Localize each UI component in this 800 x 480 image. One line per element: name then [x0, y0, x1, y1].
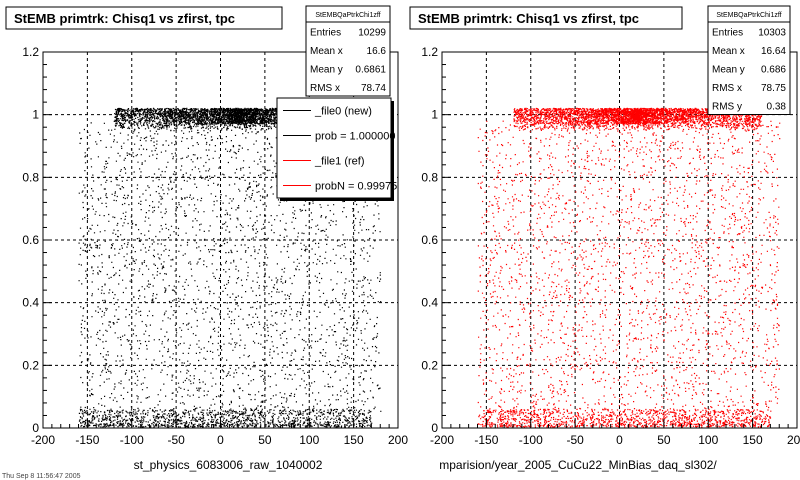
stats-label: Mean x [310, 46, 343, 57]
x-tick-label: -150 [474, 433, 498, 447]
stats-box: StEMBQaPtrkChi1zff Entries 10303 Mean x 16.6… [707, 5, 791, 115]
stats-label: Mean y [712, 64, 745, 75]
axis-ticks: -200 -150 -100 -50 0 50 100 150 200 0 0.2 0.4 0.6 0.8… [22, 45, 408, 447]
x-tick-label: -200 [31, 433, 55, 447]
x-tick-label: -200 [430, 433, 454, 447]
stats-title: StEMBQaPtrkChi1zff [315, 12, 380, 19]
stats-value: 16.6 [367, 46, 387, 57]
stats-label: Entries [310, 27, 341, 38]
y-tick-label: 0.6 [421, 233, 438, 247]
y-tick-label: 0.8 [22, 170, 39, 184]
stats-label: RMS x [310, 83, 340, 94]
stats-value: 78.75 [761, 83, 786, 94]
x-tick-label: 0 [217, 433, 224, 447]
x-tick-label: 200 [388, 433, 408, 447]
x-tick-label: -150 [75, 433, 99, 447]
chart-title: StEMB primtrk: Chisq1 vs zfirst, tpc [14, 11, 235, 26]
y-tick-label: 1.2 [22, 45, 39, 59]
x-axis-label: mparision/year_2005_CuCu22_MinBias_daq_s… [439, 458, 717, 472]
stats-value: 16.64 [761, 46, 786, 57]
x-tick-label: -100 [519, 433, 543, 447]
y-tick-label: 1 [431, 108, 438, 122]
left-panel: -200 -150 -100 -50 0 50 100 150 200 0 0.2 0.4 0.6 0.8… [5, 5, 408, 472]
y-tick-label: 0.2 [421, 358, 438, 372]
y-tick-label: 0.2 [22, 358, 39, 372]
y-tick-label: 0 [32, 421, 39, 435]
stats-value: 0.6861 [355, 64, 386, 75]
legend-label: probN = 0.99975 [315, 181, 397, 193]
x-tick-label: -50 [167, 433, 185, 447]
stats-frame [707, 5, 791, 115]
legend-label: _file1 (ref) [314, 156, 365, 168]
x-tick-label: -50 [566, 433, 584, 447]
x-tick-label: -100 [120, 433, 144, 447]
chart-title: StEMB primtrk: Chisq1 vs zfirst, tpc [418, 11, 639, 26]
stats-box: StEMBQaPtrkChi1zff Entries 10299 Mean x 16.6… [305, 5, 391, 97]
legend-label: prob = 1.000000 [315, 131, 395, 143]
stats-label: Entries [712, 27, 743, 38]
x-tick-label: 150 [344, 433, 364, 447]
legend-frame [276, 97, 392, 199]
axis-ticks: -200 -150 -100 -50 0 50 100 150 200 0 0.2 0.4 0.6 0.8… [421, 45, 800, 447]
x-tick-label: 100 [299, 433, 319, 447]
x-tick-label: 150 [743, 433, 763, 447]
stats-value: 10303 [758, 27, 786, 38]
x-tick-label: 50 [258, 433, 272, 447]
y-tick-label: 0 [431, 421, 438, 435]
y-tick-label: 0.6 [22, 233, 39, 247]
stats-value: 78.74 [361, 83, 386, 94]
title-box [5, 6, 283, 30]
y-tick-label: 0.4 [22, 296, 39, 310]
right-panel: -200 -150 -100 -50 0 50 100 150 200 0 0.2 0.4 0.6 0.8… [409, 5, 800, 472]
scatter-marks [477, 107, 781, 428]
stats-title: StEMBQaPtrkChi1zff [716, 12, 781, 19]
stats-label: RMS x [712, 83, 742, 94]
legend: _file0 (new) prob = 1.000000 _file1 (ref) p… [276, 97, 397, 201]
legend-label: _file0 (new) [314, 106, 372, 118]
x-tick-label: 200 [787, 433, 800, 447]
y-tick-label: 1 [32, 108, 39, 122]
x-tick-label: 100 [698, 433, 718, 447]
x-axis-label: st_physics_6083006_raw_1040002 [134, 458, 323, 472]
stats-value: 0.686 [761, 64, 786, 75]
title-box [409, 6, 683, 30]
stats-label: Mean y [310, 64, 343, 75]
stats-label: RMS y [712, 101, 742, 112]
scatter-points [477, 107, 781, 428]
x-tick-label: 50 [657, 433, 671, 447]
stats-frame [305, 5, 391, 97]
stats-label: Mean x [712, 46, 745, 57]
y-tick-label: 0.4 [421, 296, 438, 310]
footer-timestamp: Thu Sep 8 11:56:47 2005 [2, 473, 81, 480]
stats-value: 0.38 [767, 101, 787, 112]
stats-value: 10299 [358, 27, 386, 38]
x-tick-label: 0 [616, 433, 623, 447]
y-tick-label: 1.2 [421, 45, 438, 59]
y-tick-label: 0.8 [421, 170, 438, 184]
